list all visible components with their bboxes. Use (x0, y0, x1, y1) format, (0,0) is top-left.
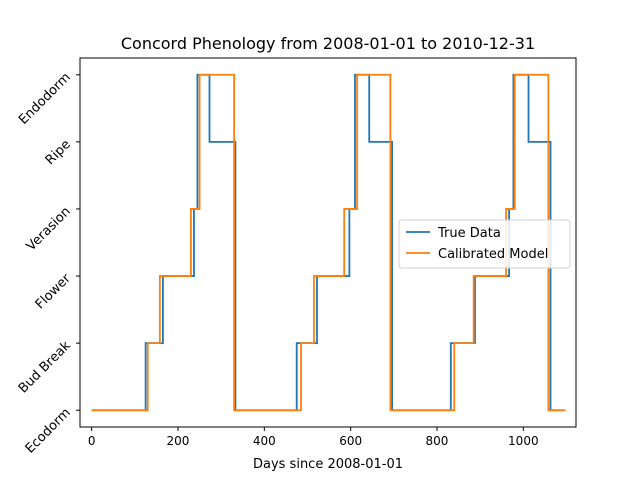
legend-label-calibrated-model: Calibrated Model (438, 247, 548, 262)
chart-title: Concord Phenology from 2008-01-01 to 201… (121, 34, 535, 53)
x-axis-label: Days since 2008-01-01 (253, 457, 403, 472)
x-tick-label: 0 (88, 434, 96, 448)
legend: True Data Calibrated Model (398, 219, 571, 269)
plot-frame (79, 57, 577, 428)
legend-label-true-data: True Data (437, 226, 501, 241)
x-tick-label: 400 (253, 434, 276, 448)
x-tick-label: 800 (426, 434, 449, 448)
legend-box (398, 219, 571, 269)
x-tick-label: 200 (167, 434, 190, 448)
x-tick-label: 1000 (508, 434, 539, 448)
x-tick-label: 600 (339, 434, 362, 448)
